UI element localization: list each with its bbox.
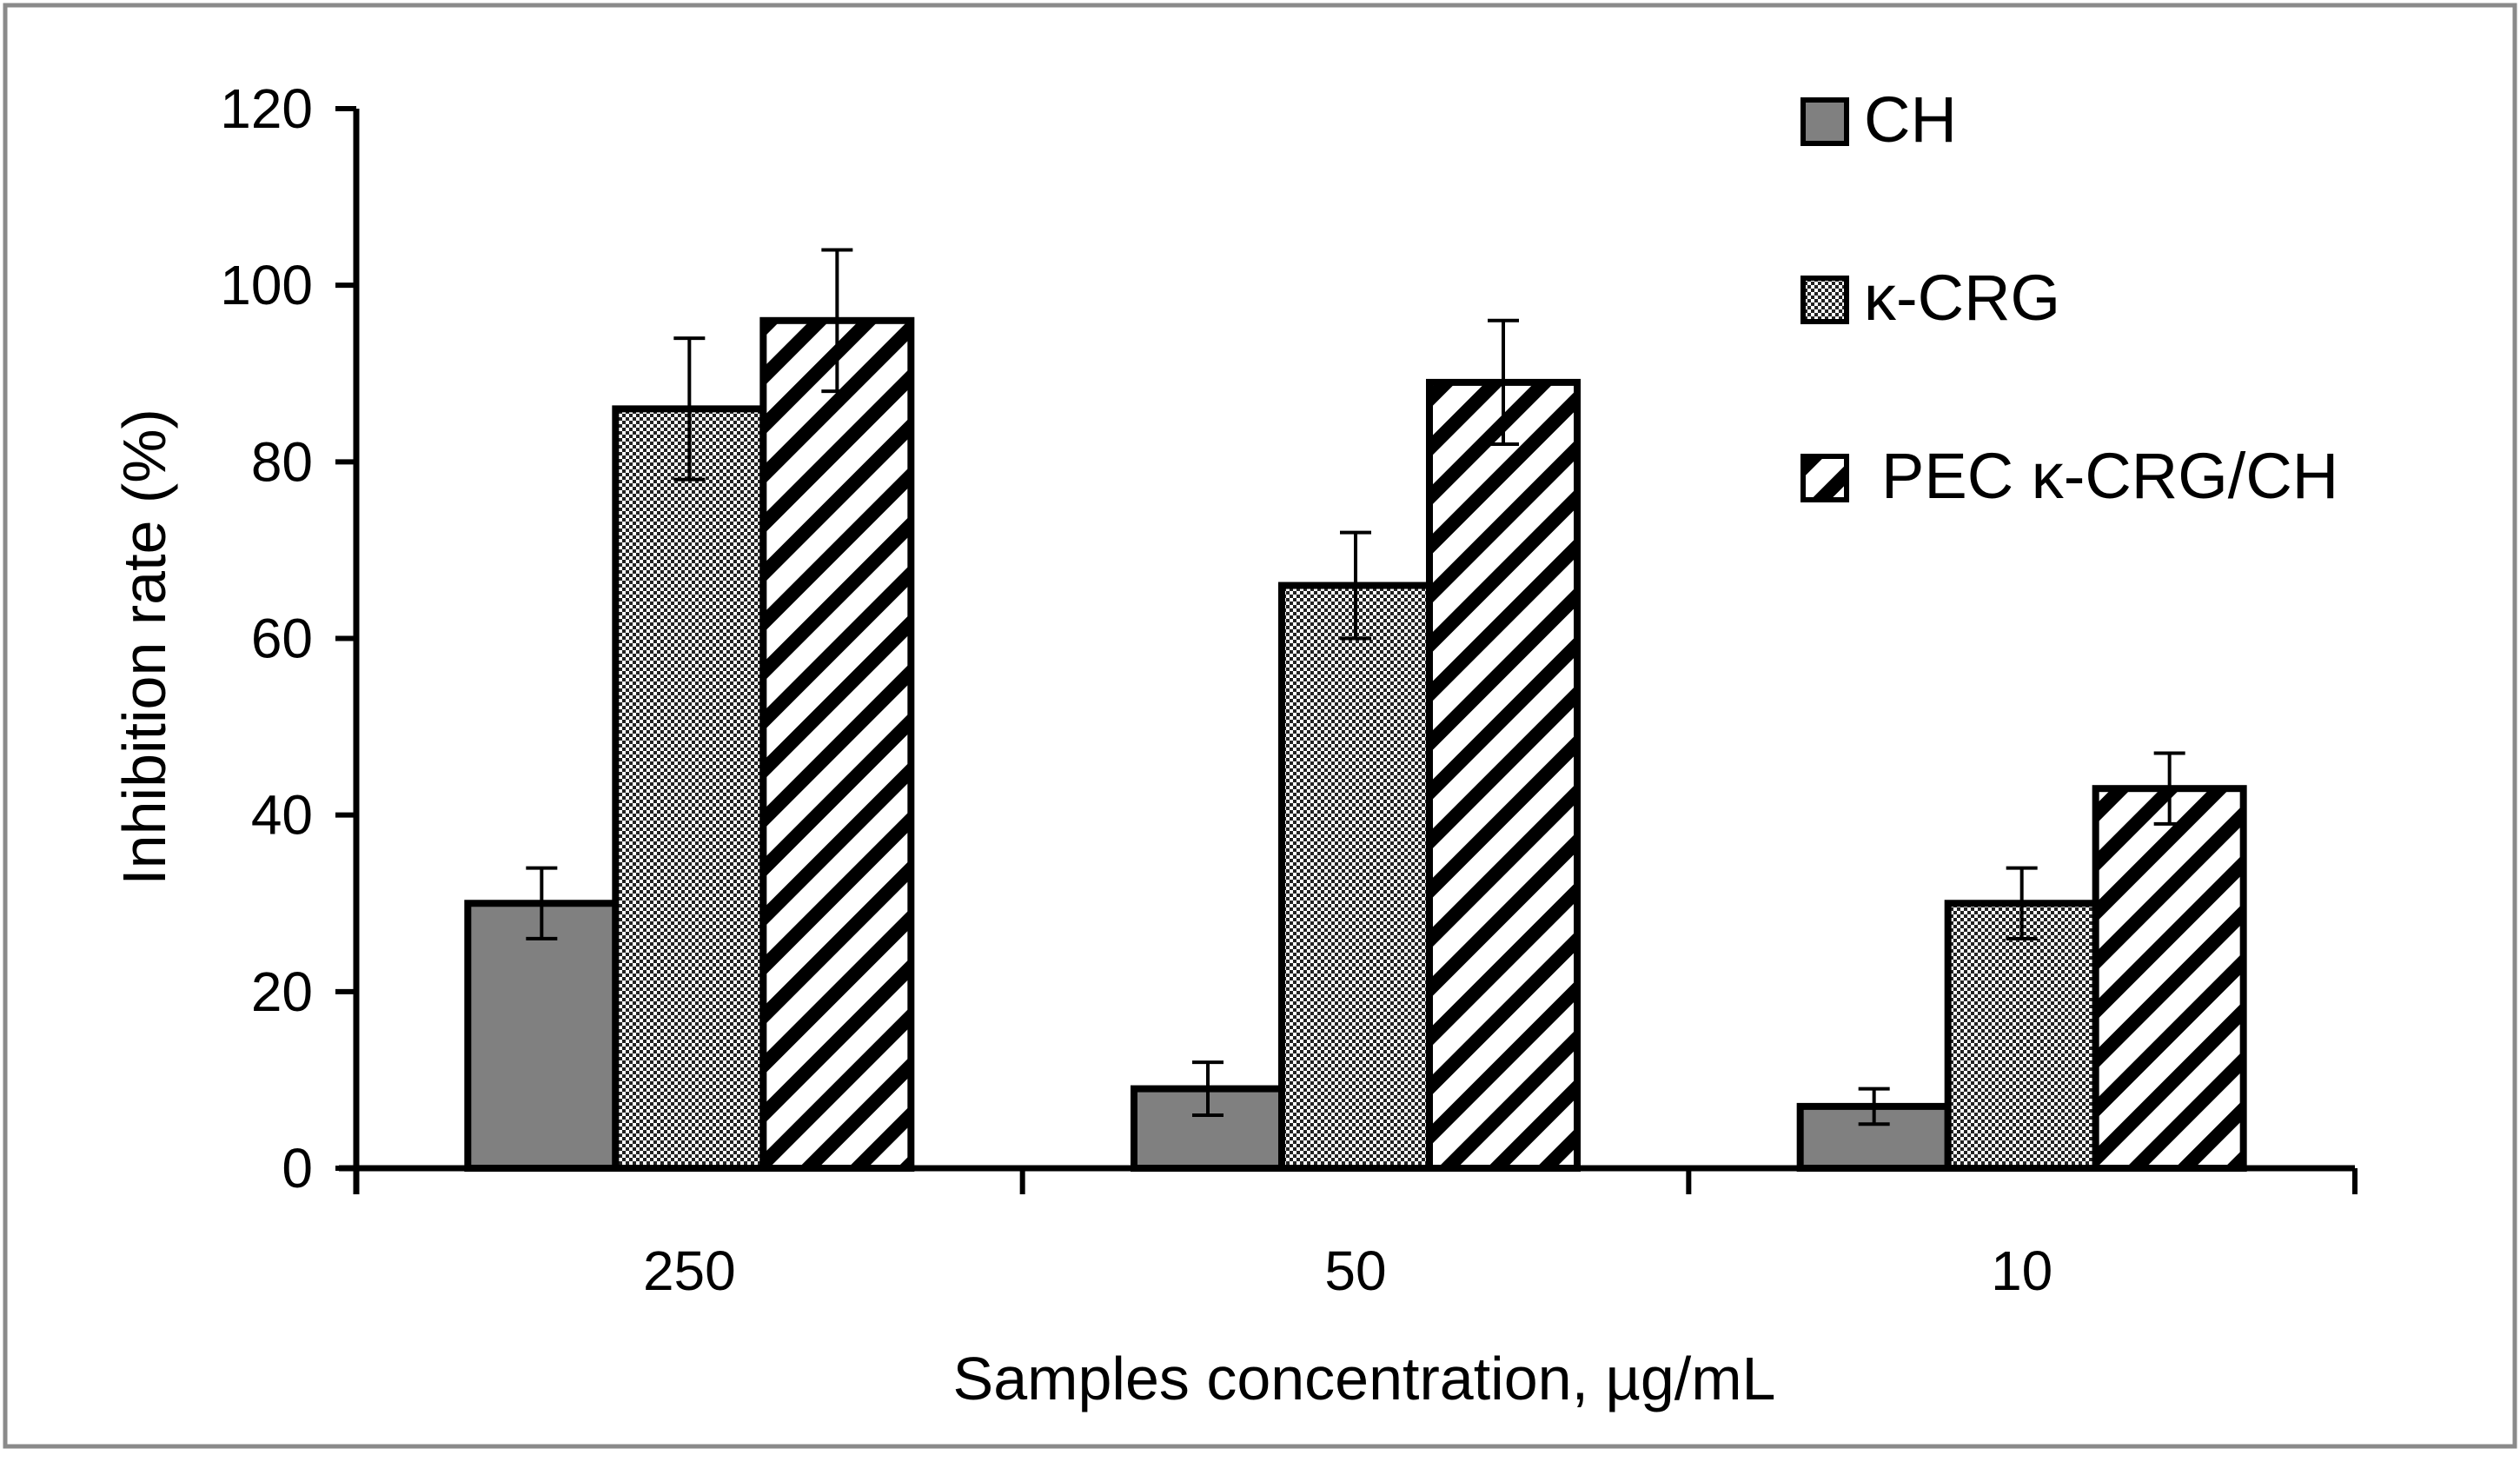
error-bars-layer	[526, 248, 2185, 1126]
y-tick-label: 120	[220, 77, 313, 140]
legend-label: κ-CRG	[1864, 262, 2060, 334]
y-axis-title: Inhibition rate (%)	[110, 409, 178, 886]
bar-pec-crg-ch-250	[759, 316, 915, 1172]
error-bar-ch-50	[1192, 1060, 1224, 1118]
error-bar-pec-crg-ch-10	[2153, 751, 2185, 826]
legend-swatch	[1800, 454, 1849, 502]
y-tick-label: 100	[220, 254, 313, 316]
legend: CH κ-CRG PEC κ-CRG/CH	[1800, 83, 2338, 512]
x-axis-title: Samples concentration, µg/mL	[953, 1345, 1776, 1412]
bar-crg-250	[612, 405, 767, 1172]
bar-pec-crg-ch-10	[2092, 785, 2247, 1172]
legend-label: PEC κ-CRG/CH	[1881, 440, 2338, 512]
error-bar-crg-10	[2006, 866, 2038, 940]
x-tick-label: 250	[643, 1239, 736, 1302]
tick-labels-layer: 0 20 40 60 80 100 120 250 50 10	[220, 77, 2052, 1302]
bar-ch-250	[464, 900, 620, 1172]
bar-pec-crg-ch-50	[1426, 378, 1581, 1172]
y-tick-label: 80	[251, 430, 313, 493]
legend-item-ch: CH	[1800, 83, 1957, 156]
bar-crg-10	[1944, 900, 2099, 1172]
y-tick-label: 40	[251, 784, 313, 847]
error-bar-ch-250	[526, 866, 558, 940]
x-tick-label: 10	[1991, 1239, 2052, 1302]
error-bar-pec-crg-ch-50	[1488, 318, 1519, 447]
x-tick-label: 50	[1324, 1239, 1386, 1302]
legend-swatch	[1800, 276, 1849, 324]
y-tick-label: 60	[251, 608, 313, 670]
y-tick-label: 0	[282, 1137, 313, 1200]
legend-swatch	[1800, 97, 1849, 146]
legend-label: CH	[1864, 83, 1957, 156]
y-tick-label: 20	[251, 960, 313, 1023]
error-bar-crg-50	[1340, 530, 1371, 641]
legend-item-crg: κ-CRG	[1800, 262, 2060, 334]
legend-item-pec-crg-ch: PEC κ-CRG/CH	[1800, 440, 2338, 512]
chart-frame	[3, 3, 2517, 1449]
error-bar-ch-10	[1858, 1087, 1890, 1126]
error-bar-pec-crg-ch-250	[821, 248, 853, 394]
axes-layer	[335, 106, 2358, 1194]
bar-crg-50	[1278, 582, 1433, 1172]
error-bar-crg-250	[673, 336, 706, 482]
